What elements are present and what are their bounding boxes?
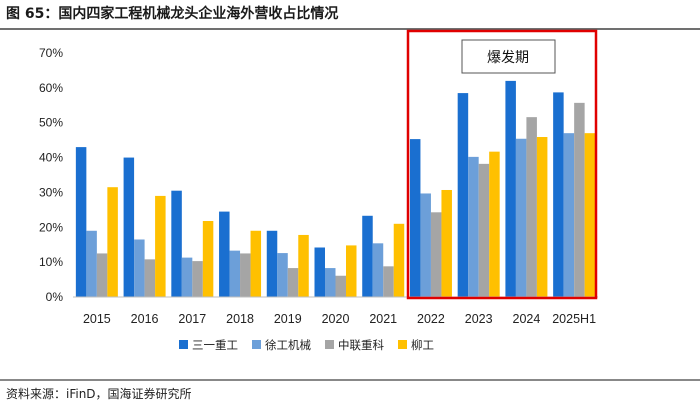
x-tick-label: 2018 [226,312,254,326]
x-tick-label: 2017 [178,312,206,326]
bar [155,195,166,297]
x-tick-label: 2025H1 [552,312,596,326]
bar [107,187,118,297]
y-tick-label: 50% [39,116,63,130]
bar [144,259,156,297]
bar [287,268,299,297]
bar [362,215,373,297]
x-tick-label: 2023 [465,312,493,326]
bar [86,230,97,297]
bar [393,223,405,297]
bars-group [75,80,596,297]
bar [430,212,442,297]
y-tick-label: 60% [39,81,63,95]
bar [123,157,135,297]
bar [96,253,108,297]
x-tick-label: 2020 [322,312,350,326]
y-tick-label: 0% [46,290,64,304]
bar [536,137,548,297]
bar [277,253,288,297]
x-axis-labels: 2015 2016 2017 2018 2019 2020 2021 2022 2023 2024… [83,312,596,326]
legend-swatch [179,340,188,349]
bar [505,80,516,297]
y-tick-label: 10% [39,255,63,269]
bar [171,190,182,297]
bar [181,257,193,297]
bar [298,234,309,297]
bar [75,147,87,297]
y-tick-label: 20% [39,220,63,234]
bar [372,243,384,297]
annotation-box [461,39,556,74]
x-tick-label: 2022 [417,312,445,326]
bar [134,239,145,297]
bar [478,163,490,297]
bar [553,92,564,297]
highlight-box [406,29,598,300]
bar [314,247,325,297]
legend-swatch [325,340,334,349]
y-tick-label: 70% [39,46,63,60]
bar [219,211,230,297]
bar [240,253,251,297]
bar [383,266,394,297]
legend-label: 中联重科 [338,338,384,352]
bar [420,193,431,297]
bar [229,250,241,297]
x-tick-label: 2024 [513,312,541,326]
legend-swatch [398,340,407,349]
y-tick-label: 40% [39,151,63,165]
legend-label: 三一重工 [192,338,238,352]
bar [515,138,527,297]
bar [192,261,203,297]
bar [574,102,585,297]
bar [441,189,452,297]
x-tick-label: 2016 [131,312,159,326]
bar [409,139,421,297]
bar [266,230,278,297]
bar [335,275,346,297]
source-note: 资料来源：iFinD，国海证券研究所 [6,386,192,401]
annotation-label: 爆发期 [487,50,529,66]
figure-title: 图 65：国内四家工程机械龙头企业海外营收占比情况 [6,5,338,22]
bar [563,133,575,297]
bar [489,151,500,297]
bar [457,93,469,297]
bar [468,156,479,297]
legend-swatch [252,340,261,349]
legend: 三一重工 徐工机械 中联重科 柳工 [179,338,434,352]
x-tick-label: 2015 [83,312,111,326]
y-tick-label: 30% [39,185,63,199]
legend-label: 柳工 [411,338,434,352]
bar [202,221,214,297]
bar [325,268,336,297]
x-tick-label: 2019 [274,312,302,326]
bar [584,133,596,297]
legend-label: 徐工机械 [265,338,311,352]
y-axis: 0% 10% 20% 30% 40% 50% 60% 70% [39,46,63,304]
x-tick-label: 2021 [369,312,397,326]
bar [346,245,357,297]
bar [526,117,537,297]
bar [250,230,262,297]
